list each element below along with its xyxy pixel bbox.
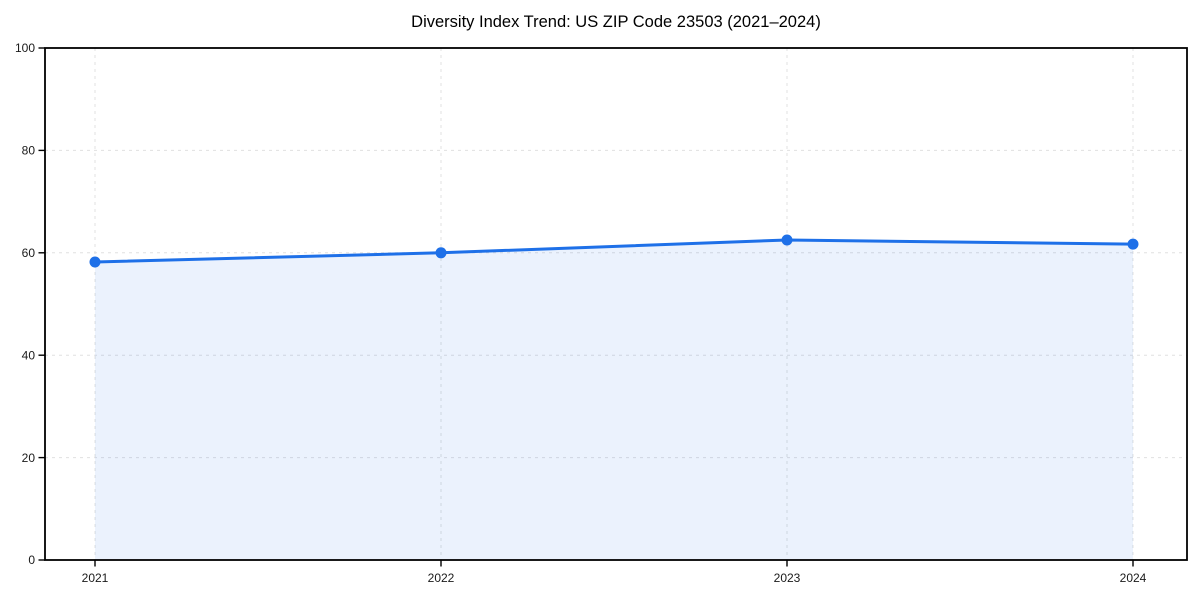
x-tick-label: 2022 (428, 571, 455, 585)
y-tick-label: 40 (22, 348, 36, 362)
trend-line (93, 238, 1135, 264)
y-tick-label: 20 (22, 451, 36, 465)
y-tick-label: 80 (22, 144, 36, 158)
data-point (435, 247, 447, 259)
plot-frame (44, 47, 1188, 561)
data-point (1127, 238, 1139, 250)
y-tick-label: 60 (22, 246, 36, 260)
chart-title: Diversity Index Trend: US ZIP Code 23503… (411, 13, 821, 31)
y-tick-label: 0 (28, 553, 35, 567)
x-tick-label: 2023 (774, 571, 801, 585)
data-point (781, 234, 793, 246)
x-tick-label: 2021 (82, 571, 109, 585)
y-tick-label: 100 (15, 41, 35, 55)
x-tick-label: 2024 (1120, 571, 1147, 585)
data-point (89, 256, 101, 268)
area-fill (95, 240, 1133, 560)
